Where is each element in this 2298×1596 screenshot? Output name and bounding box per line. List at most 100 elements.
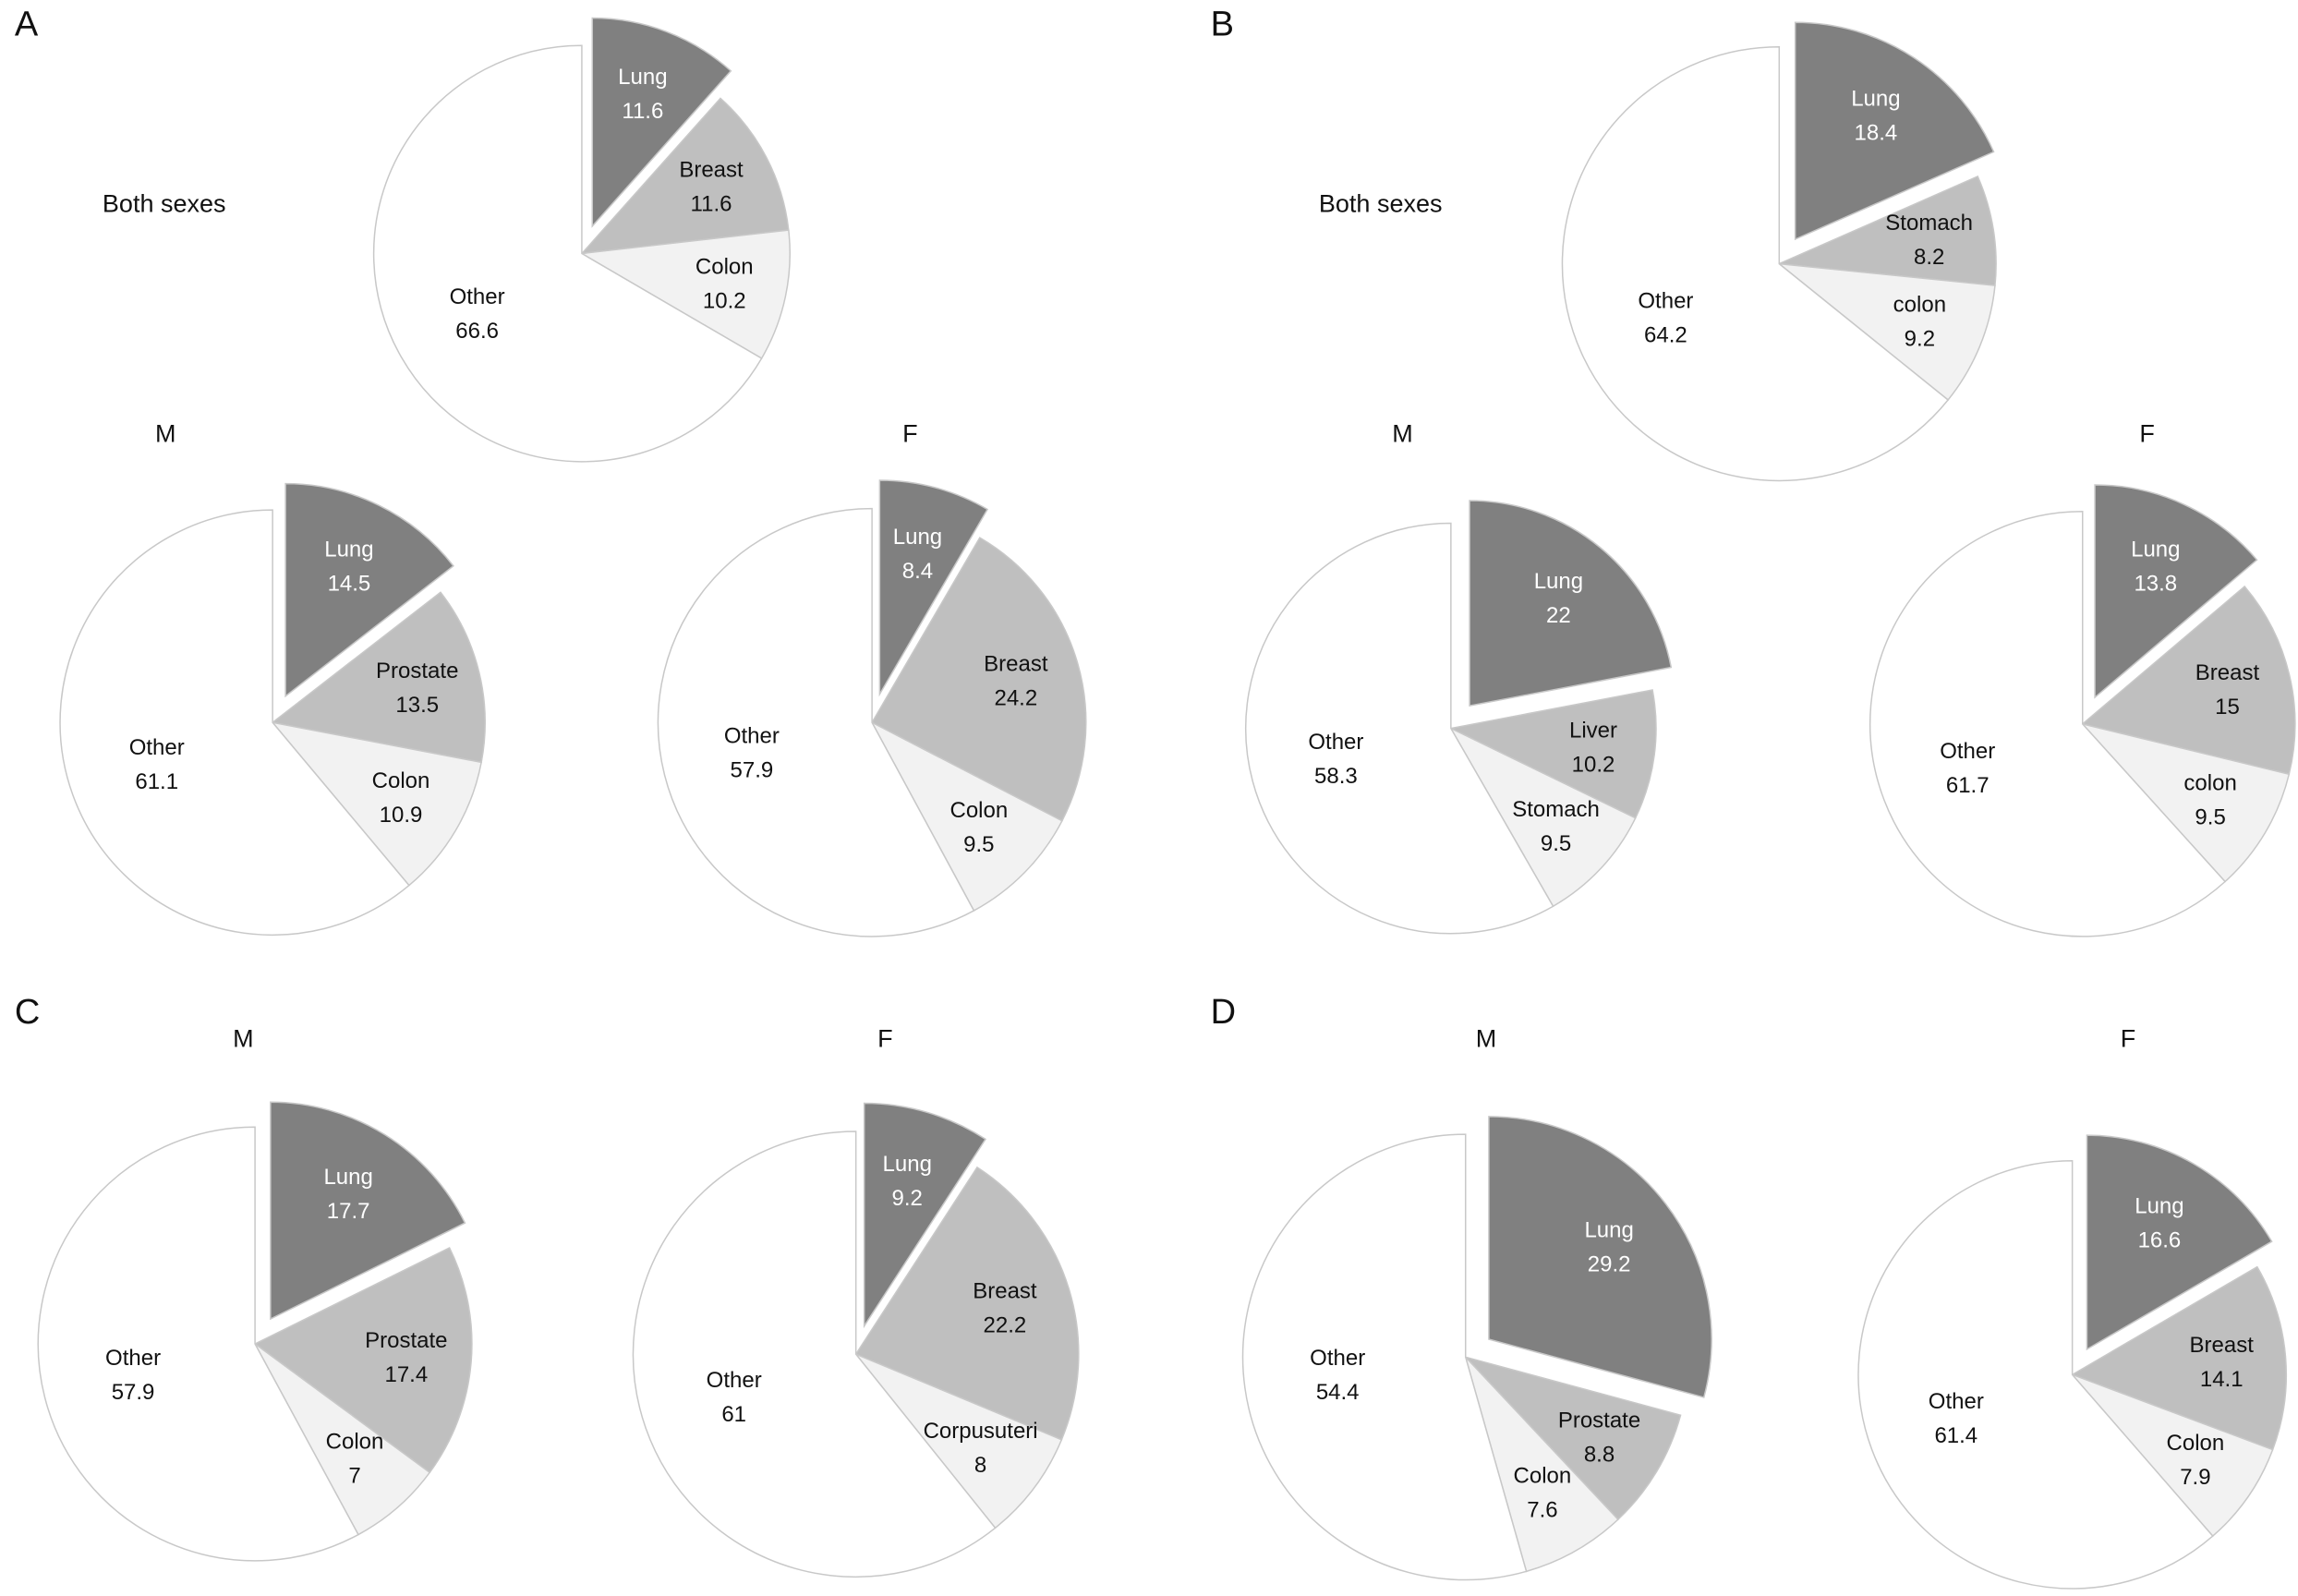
pie-slice: [579, 229, 791, 360]
slice-label: Prostate: [365, 1328, 447, 1353]
pie-title: F: [877, 1025, 893, 1053]
slice-value: 61.1: [135, 769, 178, 794]
pie-slice: [271, 591, 486, 764]
pie-slice: [870, 720, 1063, 912]
pie-slice: [591, 17, 732, 228]
slice-label: Colon: [2167, 1431, 2225, 1456]
pie-slice: [855, 1353, 1063, 1530]
slice-value: 61.7: [1946, 773, 1990, 798]
slice-value: 14.5: [328, 572, 371, 597]
slice-value: 17.7: [327, 1199, 370, 1224]
pie-slice: [2094, 484, 2258, 699]
slice-label: Lung: [1851, 87, 1900, 112]
slice-value: 10.2: [1572, 752, 1615, 777]
pie-title: M: [1476, 1025, 1497, 1053]
pie-slice: [863, 1102, 987, 1329]
slice-value: 17.4: [384, 1362, 428, 1387]
pie-slice: [59, 509, 410, 937]
pie-slice: [2070, 1265, 2288, 1451]
pie-slice: [1241, 1133, 1528, 1581]
slice-label: Colon: [326, 1429, 384, 1454]
slice-label: Colon: [949, 798, 1008, 823]
slice-label: Lung: [1534, 569, 1583, 594]
slice-value: 58.3: [1314, 764, 1358, 789]
slice-label: Breast: [679, 157, 744, 182]
slice-value: 9.5: [2195, 805, 2225, 830]
slice-value: 29.2: [1588, 1252, 1631, 1277]
slice-value: 8.8: [1584, 1443, 1615, 1468]
pie-slice: [1245, 522, 1554, 935]
slice-label: Breast: [984, 651, 1048, 676]
slice-value: 61.4: [1934, 1423, 1977, 1448]
slice-value: 8.4: [902, 559, 933, 584]
pie-title: Both sexes: [1319, 189, 1443, 217]
pie-slice: [254, 1343, 431, 1536]
pie-slice: [1561, 46, 1950, 482]
slice-label: Breast: [2195, 660, 2260, 685]
slice-label: Other: [1308, 730, 1363, 755]
slice-value: 11.6: [622, 99, 663, 124]
slice-label: Lung: [2135, 1194, 2183, 1219]
pie-slice: [1449, 726, 1637, 908]
pie-slice: [2072, 1373, 2274, 1538]
pie-title: F: [2139, 419, 2155, 447]
pie-slice: [580, 97, 790, 255]
pie-slice: [1776, 262, 1996, 402]
panel-label: D: [1211, 993, 1236, 1032]
pie-slice: [1488, 1116, 1712, 1398]
slice-label: Lung: [323, 1165, 372, 1190]
slice-label: Other: [1638, 289, 1693, 314]
pie-slice: [878, 479, 989, 697]
slice-label: Colon: [695, 254, 754, 279]
slice-label: Liver: [1569, 718, 1617, 743]
pie-slice: [1463, 1355, 1682, 1521]
pie-slice: [2080, 722, 2291, 883]
slice-label: colon: [1893, 292, 1946, 317]
panel-label: A: [15, 6, 39, 44]
slice-label: Other: [450, 284, 505, 309]
slice-value: 54.4: [1316, 1380, 1360, 1405]
slice-value: 10.9: [380, 803, 423, 828]
slice-label: colon: [2183, 771, 2236, 796]
slice-value: 14.1: [2200, 1367, 2244, 1392]
slice-label: Other: [707, 1368, 762, 1393]
slice-label: Prostate: [1558, 1409, 1640, 1433]
slice-label: Colon: [372, 768, 430, 793]
slice-label: Lung: [618, 65, 667, 90]
slice-label: Lung: [893, 525, 942, 550]
slice-value: 61: [721, 1402, 746, 1427]
pie-slice: [270, 1101, 466, 1321]
slice-label: Lung: [883, 1152, 932, 1177]
slice-value: 10.2: [703, 288, 746, 313]
slice-label: Lung: [1584, 1218, 1633, 1243]
slice-label: Stomach: [1885, 211, 1973, 236]
slice-label: Corpusuteri: [924, 1419, 1038, 1444]
pie-title: Both sexes: [103, 189, 226, 217]
panel-label: C: [15, 993, 40, 1032]
slice-label: Stomach: [1512, 797, 1600, 822]
slice-value: 8.2: [1914, 245, 1944, 270]
pie-slice: [372, 44, 763, 463]
slice-value: 9.5: [1541, 831, 1571, 856]
pie-slice: [632, 1130, 997, 1578]
pie-slice: [2086, 1134, 2273, 1351]
pie-title: M: [1392, 419, 1413, 447]
slice-label: Colon: [1514, 1464, 1572, 1489]
pie-slice: [1794, 21, 1995, 241]
pie-title: M: [155, 419, 176, 447]
slice-value: 7.9: [2180, 1465, 2210, 1490]
slice-value: 24.2: [994, 685, 1037, 710]
slice-value: 15: [2215, 695, 2240, 719]
pie-slice: [1869, 511, 2227, 937]
pie-slice: [1857, 1159, 2214, 1590]
slice-value: 8: [974, 1453, 986, 1478]
slice-label: Other: [105, 1346, 161, 1371]
pie-slice: [1469, 500, 1673, 707]
slice-value: 16.6: [2138, 1228, 2182, 1253]
pie-slice: [854, 1166, 1080, 1441]
slice-label: Other: [724, 724, 780, 749]
panel-label: B: [1211, 6, 1234, 44]
slice-label: Other: [1310, 1346, 1365, 1371]
slice-label: Breast: [973, 1279, 1037, 1304]
slice-label: Breast: [2190, 1333, 2255, 1358]
